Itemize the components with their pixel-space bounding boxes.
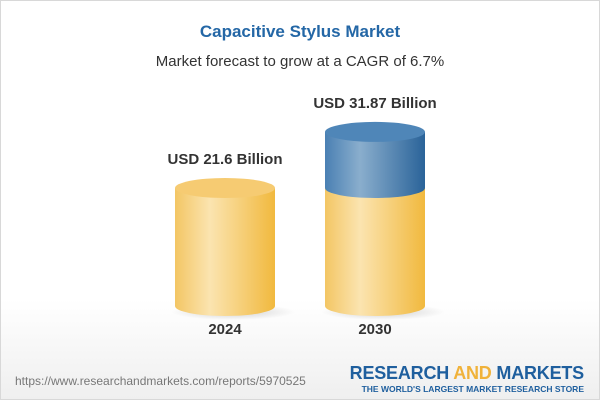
chart-title: Capacitive Stylus Market xyxy=(199,22,401,41)
logo-text: MARKETS xyxy=(491,363,584,383)
data-label: USD 31.87 Billion xyxy=(313,95,436,112)
logo-text: RESEARCH xyxy=(349,363,454,383)
bar-top xyxy=(325,121,425,142)
bar-2030 xyxy=(325,188,425,316)
logo-tagline: THE WORLD'S LARGEST MARKET RESEARCH STOR… xyxy=(361,384,584,394)
bar-top xyxy=(175,178,275,198)
logo-text: AND xyxy=(453,363,492,383)
bar-growth-2030 xyxy=(325,131,425,198)
logo: RESEARCH AND MARKETS THE WORLD'S LARGEST… xyxy=(349,363,585,394)
source-url[interactable]: https://www.researchandmarkets.com/repor… xyxy=(15,374,306,388)
category-label: 2024 xyxy=(208,321,242,338)
bar-2024 xyxy=(175,188,275,316)
chart-subtitle: Market forecast to grow at a CAGR of 6.7… xyxy=(155,53,445,70)
data-label: USD 21.6 Billion xyxy=(167,151,282,168)
category-label: 2030 xyxy=(358,321,391,338)
